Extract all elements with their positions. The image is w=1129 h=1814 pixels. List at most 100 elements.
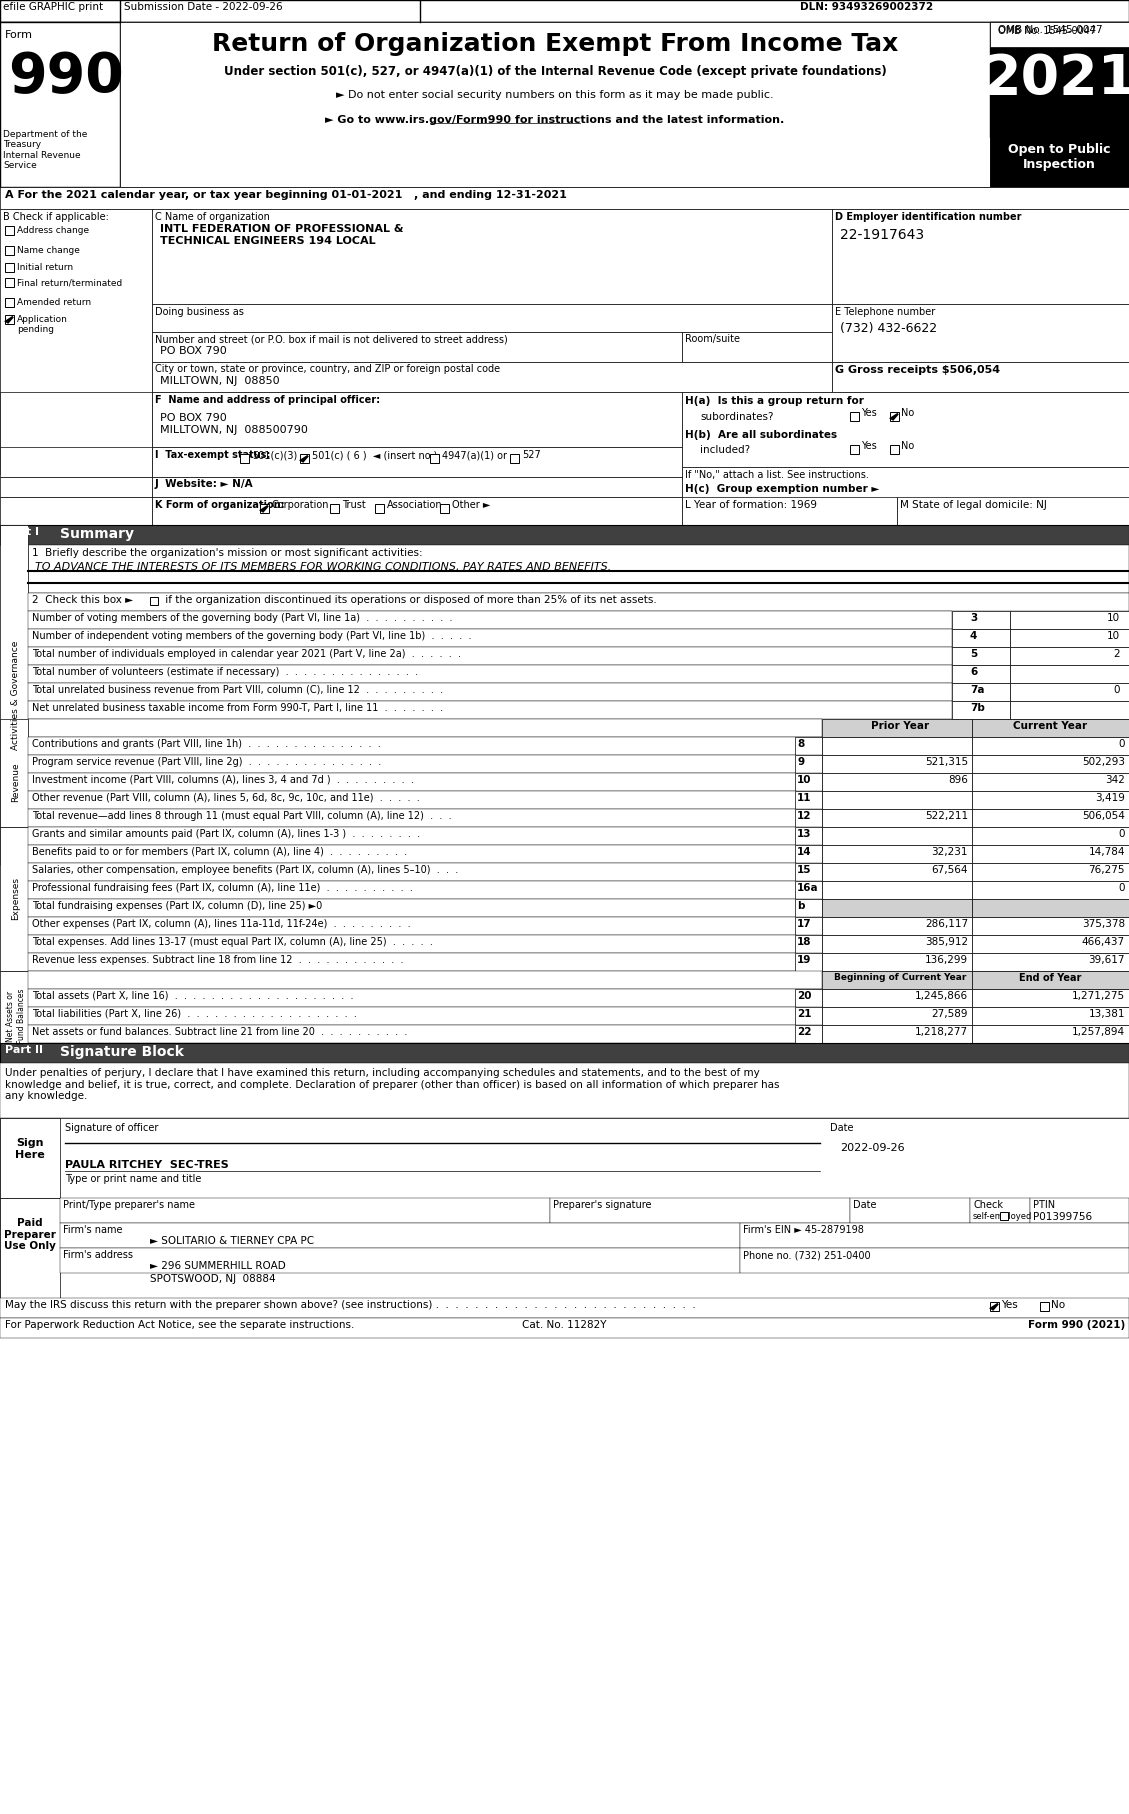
Bar: [822, 918, 972, 934]
Bar: [822, 736, 972, 755]
Bar: [795, 1007, 822, 1025]
Text: D Employer identification number: D Employer identification number: [835, 212, 1022, 221]
Bar: [1010, 666, 1129, 684]
Text: Benefits paid to or for members (Part IX, column (A), line 4)  .  .  .  .  .  . : Benefits paid to or for members (Part IX…: [32, 847, 408, 856]
Text: Association: Association: [387, 501, 443, 510]
Text: C Name of organization: C Name of organization: [155, 212, 270, 221]
Bar: [822, 845, 972, 863]
Bar: [822, 1007, 972, 1025]
Text: 21: 21: [797, 1009, 812, 1019]
Bar: [0, 1197, 1129, 1299]
Text: Print/Type preparer's name: Print/Type preparer's name: [63, 1201, 195, 1210]
Text: J  Website: ► N/A: J Website: ► N/A: [155, 479, 254, 490]
Bar: [1010, 629, 1129, 648]
Text: End of Year: End of Year: [1018, 972, 1082, 983]
Text: Salaries, other compensation, employee benefits (Part IX, column (A), lines 5–10: Salaries, other compensation, employee b…: [32, 865, 458, 874]
Text: 76,275: 76,275: [1088, 865, 1124, 874]
Bar: [972, 882, 1129, 900]
Text: 2021: 2021: [983, 53, 1129, 105]
Text: P01399756: P01399756: [1033, 1212, 1092, 1223]
Bar: [822, 773, 972, 791]
Text: subordinates?: subordinates?: [700, 412, 773, 423]
Text: I  Tax-exempt status:: I Tax-exempt status:: [155, 450, 270, 461]
Bar: [795, 918, 822, 934]
Text: INTL FEDERATION OF PROFESSIONAL &
TECHNICAL ENGINEERS 194 LOCAL: INTL FEDERATION OF PROFESSIONAL & TECHNI…: [160, 223, 403, 245]
Text: Form: Form: [5, 31, 33, 40]
Text: If "No," attach a list. See instructions.: If "No," attach a list. See instructions…: [685, 470, 869, 481]
Text: Room/suite: Room/suite: [685, 334, 739, 345]
Text: 32,231: 32,231: [931, 847, 968, 856]
Text: 527: 527: [522, 450, 541, 461]
Bar: [150, 597, 158, 606]
Text: Open to Public
Inspection: Open to Public Inspection: [1008, 143, 1110, 171]
Text: 5: 5: [970, 649, 978, 658]
Bar: [28, 827, 822, 845]
Text: Yes: Yes: [861, 441, 877, 452]
Text: Check: Check: [973, 1201, 1003, 1210]
Text: May the IRS discuss this return with the preparer shown above? (see instructions: May the IRS discuss this return with the…: [5, 1301, 695, 1310]
Text: TO ADVANCE THE INTERESTS OF ITS MEMBERS FOR WORKING CONDITIONS, PAY RATES AND BE: TO ADVANCE THE INTERESTS OF ITS MEMBERS …: [35, 562, 611, 571]
Text: 39,617: 39,617: [1088, 954, 1124, 965]
Bar: [152, 392, 682, 446]
Bar: [972, 791, 1129, 809]
Text: No: No: [901, 408, 914, 417]
Text: Prior Year: Prior Year: [870, 720, 929, 731]
Text: Address change: Address change: [17, 227, 89, 236]
Bar: [795, 863, 822, 882]
Text: 7a: 7a: [970, 686, 984, 695]
Text: 11: 11: [797, 793, 812, 804]
Bar: [832, 305, 1129, 363]
Text: 502,293: 502,293: [1082, 756, 1124, 767]
Bar: [28, 755, 822, 773]
Text: Firm's name: Firm's name: [63, 1224, 123, 1235]
Text: (732) 432-6622: (732) 432-6622: [840, 323, 937, 336]
Text: 12: 12: [797, 811, 812, 822]
Text: 4947(a)(1) or: 4947(a)(1) or: [441, 450, 507, 461]
Bar: [952, 648, 1010, 666]
Bar: [5, 263, 14, 272]
Text: Other revenue (Part VIII, column (A), lines 5, 6d, 8c, 9c, 10c, and 11e)  .  .  : Other revenue (Part VIII, column (A), li…: [32, 793, 420, 804]
Text: Doing business as: Doing business as: [155, 307, 244, 317]
Text: Program service revenue (Part VIII, line 2g)  .  .  .  .  .  .  .  .  .  .  .  .: Program service revenue (Part VIII, line…: [32, 756, 382, 767]
Text: Department of the
Treasury
Internal Revenue
Service: Department of the Treasury Internal Reve…: [3, 131, 87, 171]
Text: SPOTSWOOD, NJ  08884: SPOTSWOOD, NJ 08884: [150, 1273, 275, 1284]
Text: DLN: 93493269002372: DLN: 93493269002372: [800, 2, 934, 13]
Text: Net Assets or
Fund Balances: Net Assets or Fund Balances: [7, 989, 26, 1043]
Text: Yes: Yes: [861, 408, 877, 417]
Bar: [822, 952, 972, 970]
Bar: [28, 773, 822, 791]
Bar: [952, 700, 1010, 718]
Bar: [28, 700, 952, 718]
Text: 22: 22: [797, 1027, 812, 1038]
Text: 990: 990: [8, 51, 124, 103]
Text: 17: 17: [797, 920, 812, 929]
Text: ► Do not enter social security numbers on this form as it may be made public.: ► Do not enter social security numbers o…: [336, 91, 773, 100]
Text: Type or print name and title: Type or print name and title: [65, 1174, 201, 1185]
Bar: [28, 882, 822, 900]
Text: b: b: [797, 902, 805, 911]
Bar: [0, 1319, 1129, 1339]
Bar: [952, 684, 1010, 700]
Text: K Form of organization:: K Form of organization:: [155, 501, 285, 510]
Bar: [152, 497, 682, 524]
Text: Final return/terminated: Final return/terminated: [17, 278, 122, 287]
Bar: [795, 882, 822, 900]
Bar: [5, 245, 14, 254]
Bar: [0, 1299, 1129, 1319]
Bar: [1010, 700, 1129, 718]
Text: L Year of formation: 1969: L Year of formation: 1969: [685, 501, 817, 510]
Bar: [0, 970, 28, 1043]
Bar: [152, 332, 682, 363]
Text: No: No: [1051, 1301, 1065, 1310]
Text: 501(c) ( 6 )  ◄ (insert no.): 501(c) ( 6 ) ◄ (insert no.): [312, 450, 437, 461]
Bar: [28, 970, 822, 989]
Text: 896: 896: [948, 775, 968, 785]
Bar: [822, 863, 972, 882]
Text: PTIN: PTIN: [1033, 1201, 1056, 1210]
Text: 27,589: 27,589: [931, 1009, 968, 1019]
Text: No: No: [901, 441, 914, 452]
Text: Total number of volunteers (estimate if necessary)  .  .  .  .  .  .  .  .  .  .: Total number of volunteers (estimate if …: [32, 668, 418, 677]
Text: 501(c)(3): 501(c)(3): [252, 450, 297, 461]
Text: Activities & Governance: Activities & Governance: [11, 640, 20, 749]
Text: Name change: Name change: [17, 247, 80, 256]
